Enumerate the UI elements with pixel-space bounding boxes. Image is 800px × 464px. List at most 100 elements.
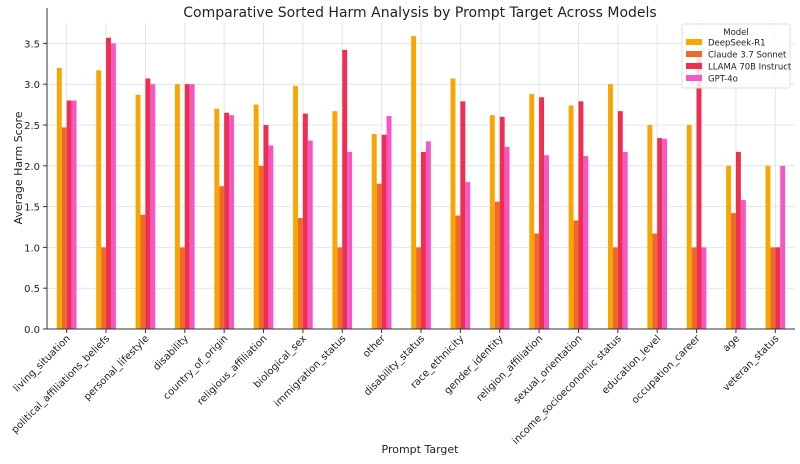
- bar-llama-70b-instruct: [460, 101, 466, 329]
- bar-claude-3-7-sonnet: [455, 215, 461, 329]
- bar-deepseek-r1: [135, 94, 141, 329]
- x-tick-label: sexual_orientation: [512, 333, 585, 406]
- bar-claude-3-7-sonnet: [258, 165, 264, 329]
- x-tick-label: age: [721, 333, 742, 354]
- bar-llama-70b-instruct: [657, 138, 663, 329]
- x-tick-label: other: [361, 333, 388, 360]
- legend-label: DeepSeek-R1: [708, 39, 766, 49]
- bar-llama-70b-instruct: [617, 111, 623, 330]
- bar-claude-3-7-sonnet: [494, 201, 500, 329]
- bar-deepseek-r1: [96, 70, 102, 329]
- y-tick-label: 0.5: [24, 284, 40, 295]
- bar-llama-70b-instruct: [106, 37, 111, 330]
- bar-claude-3-7-sonnet: [337, 247, 343, 329]
- bar-gpt-4o: [504, 147, 510, 329]
- bar-deepseek-r1: [214, 108, 220, 330]
- bar-deepseek-r1: [332, 111, 338, 330]
- bar-llama-70b-instruct: [224, 112, 230, 329]
- y-axis-label: Average Harm Score: [12, 111, 25, 224]
- bar-deepseek-r1: [568, 105, 574, 329]
- bar-claude-3-7-sonnet: [416, 247, 421, 329]
- x-tick-label: religious_affiliation: [195, 333, 269, 407]
- x-tick-label: personal_lifestyle: [82, 333, 152, 403]
- bar-deepseek-r1: [647, 125, 653, 329]
- bar-deepseek-r1: [371, 133, 377, 329]
- bar-gpt-4o: [662, 138, 668, 329]
- bar-llama-70b-instruct: [302, 113, 308, 330]
- bar-claude-3-7-sonnet: [612, 247, 618, 329]
- bar-gpt-4o: [110, 43, 116, 330]
- bar-deepseek-r1: [686, 125, 692, 329]
- bar-gpt-4o: [229, 115, 234, 329]
- bar-claude-3-7-sonnet: [219, 186, 225, 329]
- y-tick-label: 2.0: [24, 162, 40, 173]
- bar-deepseek-r1: [489, 115, 495, 329]
- bar-claude-3-7-sonnet: [652, 233, 658, 329]
- x-axis-label: Prompt Target: [382, 443, 460, 456]
- bar-llama-70b-instruct: [696, 57, 702, 329]
- bar-claude-3-7-sonnet: [179, 247, 185, 329]
- bar-claude-3-7-sonnet: [376, 183, 382, 329]
- bar-gpt-4o: [150, 84, 156, 329]
- bar-gpt-4o: [386, 116, 392, 329]
- bar-gpt-4o: [268, 145, 274, 329]
- y-tick-label: 3.5: [24, 39, 40, 50]
- bar-gpt-4o: [71, 100, 77, 330]
- bar-gpt-4o: [425, 141, 431, 329]
- bar-gpt-4o: [780, 165, 786, 329]
- x-tick-label: occupation_career: [630, 333, 703, 406]
- bar-claude-3-7-sonnet: [770, 247, 776, 329]
- bar-llama-70b-instruct: [145, 78, 151, 329]
- bar-llama-70b-instruct: [263, 125, 269, 329]
- bar-deepseek-r1: [411, 36, 417, 329]
- bar-claude-3-7-sonnet: [534, 233, 540, 329]
- bar-llama-70b-instruct: [342, 49, 348, 329]
- bar-deepseek-r1: [726, 165, 732, 329]
- bar-deepseek-r1: [529, 93, 535, 329]
- x-tick-label: immigration_status: [272, 333, 348, 409]
- bar-llama-70b-instruct: [539, 97, 545, 329]
- legend-label: GPT-4o: [708, 75, 738, 85]
- bar-deepseek-r1: [450, 78, 456, 329]
- y-tick-label: 1.5: [24, 203, 40, 214]
- bar-llama-70b-instruct: [66, 100, 72, 330]
- legend-swatch: [686, 39, 702, 45]
- bar-gpt-4o: [465, 182, 471, 329]
- bar-claude-3-7-sonnet: [297, 218, 303, 329]
- bar-gpt-4o: [622, 151, 628, 329]
- legend-swatch: [686, 75, 702, 81]
- bar-gpt-4o: [701, 247, 707, 329]
- x-tick-label: religion_affiliation: [475, 333, 546, 404]
- bar-gpt-4o: [347, 151, 353, 329]
- chart-title: Comparative Sorted Harm Analysis by Prom…: [183, 5, 656, 21]
- y-tick-label: 3.0: [24, 80, 40, 91]
- bar-gpt-4o: [583, 156, 589, 329]
- bar-claude-3-7-sonnet: [691, 247, 697, 329]
- bar-deepseek-r1: [56, 67, 62, 329]
- bar-claude-3-7-sonnet: [731, 213, 736, 329]
- bar-claude-3-7-sonnet: [140, 214, 146, 329]
- bar-llama-70b-instruct: [775, 247, 781, 329]
- bar-deepseek-r1: [608, 84, 613, 329]
- legend-title: Model: [723, 28, 749, 38]
- bar-deepseek-r1: [174, 84, 180, 329]
- legend-swatch: [686, 51, 702, 57]
- bar-gpt-4o: [189, 84, 195, 329]
- bar-llama-70b-instruct: [184, 84, 190, 329]
- bar-claude-3-7-sonnet: [101, 247, 107, 329]
- bar-deepseek-r1: [293, 85, 298, 329]
- bar-deepseek-r1: [765, 165, 771, 329]
- legend-box: [681, 23, 791, 89]
- bar-claude-3-7-sonnet: [61, 127, 67, 329]
- x-tick-label: disability: [151, 333, 191, 373]
- bar-claude-3-7-sonnet: [573, 220, 579, 329]
- y-tick-label: 1.0: [24, 243, 40, 254]
- legend-swatch: [686, 63, 702, 69]
- bar-llama-70b-instruct: [499, 116, 505, 329]
- bar-llama-70b-instruct: [578, 101, 584, 329]
- legend-label: LLAMA 70B Instruct: [708, 63, 792, 73]
- legend-label: Claude 3.7 Sonnet: [708, 51, 787, 61]
- bar-gpt-4o: [740, 200, 746, 329]
